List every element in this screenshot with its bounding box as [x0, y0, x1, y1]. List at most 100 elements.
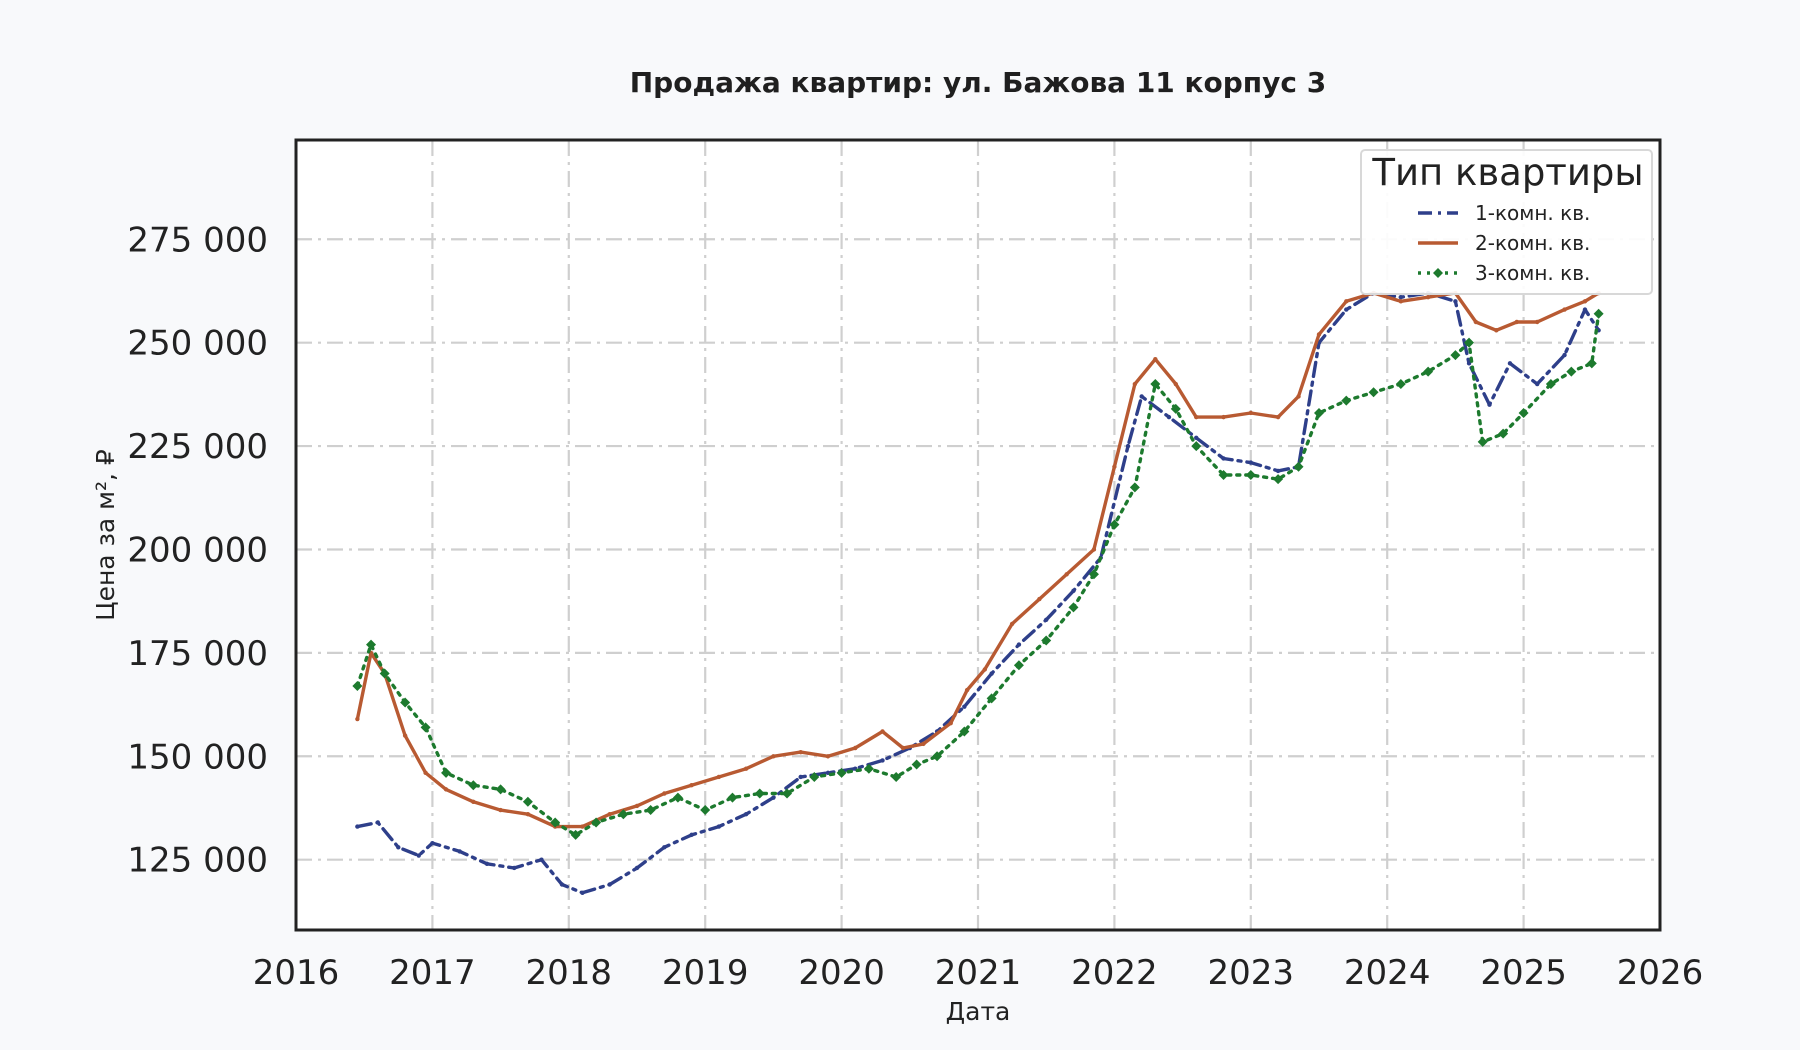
data-point — [1344, 307, 1349, 312]
data-point — [798, 774, 803, 780]
data-point — [375, 820, 381, 825]
x-tick-label: 2016 — [253, 953, 340, 993]
data-point — [989, 671, 994, 676]
legend-box — [1360, 149, 1653, 295]
data-point — [1275, 468, 1281, 474]
data-point — [1170, 403, 1181, 414]
series-points-1 — [355, 290, 1601, 895]
data-point — [402, 733, 408, 738]
data-point — [1395, 379, 1406, 390]
data-point — [1535, 381, 1540, 387]
data-point — [580, 824, 585, 829]
series-line-3 — [355, 312, 1601, 837]
data-point — [921, 741, 926, 747]
data-point — [1150, 379, 1161, 390]
series-points-3 — [352, 308, 1604, 840]
data-point — [607, 882, 612, 887]
data-point — [1450, 350, 1461, 361]
data-point — [512, 865, 517, 871]
data-point — [416, 853, 421, 858]
data-point — [1293, 461, 1304, 472]
data-point — [1593, 308, 1604, 319]
data-point — [443, 787, 449, 792]
y-tick-label: 200 000 — [127, 530, 268, 570]
data-point — [982, 667, 988, 672]
data-point — [1545, 379, 1556, 390]
legend-marker — [1433, 268, 1443, 278]
data-point — [1275, 414, 1281, 420]
legend-title: Тип квартиры — [1371, 151, 1643, 194]
data-point — [1009, 621, 1015, 627]
data-point — [900, 745, 906, 751]
data-point — [522, 796, 533, 807]
data-point — [727, 792, 738, 803]
y-tick-label: 275 000 — [127, 220, 268, 260]
data-point — [591, 817, 602, 828]
data-point — [1464, 337, 1475, 348]
data-point — [1316, 332, 1322, 337]
data-point — [355, 824, 360, 829]
data-point — [420, 722, 431, 733]
data-point — [607, 811, 612, 817]
y-tick-label: 175 000 — [127, 634, 268, 674]
data-point — [1487, 402, 1492, 407]
data-point — [352, 680, 363, 691]
x-tick-label: 2024 — [1344, 953, 1431, 993]
data-point — [1398, 299, 1404, 304]
data-point — [379, 668, 390, 679]
x-axis-label: Дата — [946, 997, 1011, 1026]
data-point — [471, 799, 476, 804]
data-point — [1139, 394, 1144, 399]
data-point — [645, 805, 656, 816]
chart-title: Продажа квартир: ул. Бажова 11 корпус 3 — [630, 66, 1327, 99]
data-point — [1248, 460, 1254, 465]
y-axis-label: Цена за м², ₽ — [91, 449, 120, 621]
data-point — [1132, 381, 1138, 387]
data-point — [1507, 361, 1513, 366]
data-point — [355, 716, 360, 722]
data-point — [1344, 299, 1349, 304]
data-point — [1125, 443, 1131, 449]
data-point — [1477, 436, 1488, 447]
data-point — [1013, 660, 1024, 671]
data-point — [863, 763, 874, 774]
data-point — [1191, 441, 1202, 452]
data-point — [672, 792, 683, 803]
data-point — [662, 845, 667, 850]
data-point — [1044, 617, 1049, 622]
data-point — [468, 780, 479, 791]
data-point — [550, 817, 561, 828]
data-point — [1218, 470, 1229, 481]
data-point — [1221, 456, 1226, 461]
data-point — [441, 767, 452, 778]
data-point — [1586, 358, 1597, 369]
data-point — [618, 809, 629, 820]
data-point — [484, 861, 490, 867]
data-point — [891, 771, 902, 782]
data-point — [1016, 642, 1022, 647]
data-point — [948, 720, 953, 726]
data-point — [1341, 395, 1352, 406]
data-point — [1423, 366, 1434, 377]
data-point — [559, 882, 565, 887]
data-point — [1398, 294, 1404, 300]
data-point — [911, 759, 922, 770]
data-point — [1091, 547, 1097, 552]
data-point — [1562, 352, 1567, 358]
legend-label-3: 3-комн. кв. — [1475, 261, 1590, 285]
data-point — [1562, 307, 1567, 312]
x-tick-label: 2018 — [526, 953, 613, 993]
data-point — [1494, 328, 1499, 333]
data-point — [495, 784, 506, 795]
data-point — [1041, 635, 1052, 646]
data-point — [959, 726, 970, 737]
legend: Тип квартиры 1-комн. кв. 2-комн. кв. 3-ком… — [1360, 149, 1653, 295]
data-point — [570, 829, 581, 840]
data-point — [986, 693, 997, 704]
data-point — [1112, 464, 1117, 469]
data-point — [1037, 596, 1042, 602]
data-point — [1245, 470, 1256, 481]
x-tick-label: 2019 — [662, 953, 749, 993]
data-point — [825, 754, 831, 759]
data-point — [1514, 319, 1519, 325]
